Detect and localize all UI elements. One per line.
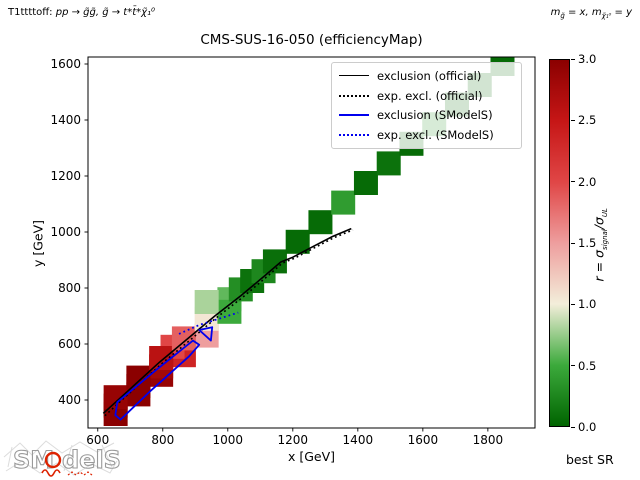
smodels-logo: SM delS	[3, 440, 120, 477]
exp-excl-smodels-line	[178, 311, 239, 335]
logo-text-sm: SM	[13, 446, 54, 474]
y-tick-label: 600	[58, 337, 81, 351]
x-tick-label: 1000	[213, 433, 244, 447]
y-tick-label: 1000	[50, 225, 81, 239]
colorbar-tick-label: 0.5	[578, 358, 597, 373]
legend-label: exclusion (official)	[377, 68, 482, 83]
best-sr-note: best SR	[566, 452, 614, 467]
legend-label: exclusion (SModelS)	[377, 108, 493, 123]
colorbar-tick-label: 1.5	[578, 236, 597, 250]
colorbar-tick-label: 3.0	[578, 52, 597, 66]
colorbar-tick	[571, 58, 575, 60]
x-tick-label: 1600	[408, 433, 439, 447]
exp-excl-official-line	[104, 229, 354, 417]
colorbar-tick	[571, 303, 575, 305]
plot-title: CMS-SUS-16-050 (efficiencyMap)	[200, 32, 423, 48]
exclusion-smodels-island-line	[198, 326, 214, 342]
y-tick-label: 400	[58, 393, 81, 407]
legend-entry-exp-excl-smodels: exp. excl. (SModelS)	[339, 128, 514, 142]
dotted-black-line-swatch	[339, 94, 369, 97]
solid-black-line-swatch	[339, 75, 369, 77]
colorbar-tick	[571, 365, 575, 367]
dotted-blue-line-swatch	[339, 134, 369, 137]
data-point	[376, 151, 401, 176]
y-tick-label: 1600	[50, 57, 81, 71]
colorbar-tick	[571, 181, 575, 183]
data-point	[353, 171, 378, 195]
x-tick-label: 600	[86, 433, 109, 447]
colorbar-tick	[571, 426, 575, 428]
legend-entry-exclusion-smodels: exclusion (SModelS)	[339, 108, 514, 122]
logo-text-dels: delS	[62, 446, 120, 474]
legend-label: exp. excl. (official)	[377, 88, 483, 103]
axes-frame	[87, 56, 536, 429]
data-point	[194, 290, 219, 314]
logo-gear-icon	[44, 451, 62, 469]
colorbar	[549, 59, 570, 427]
x-tick-label: 1800	[473, 433, 504, 447]
legend-entry-exclusion-official: exclusion (official)	[339, 69, 514, 83]
y-axis-label: y [GeV]	[30, 219, 46, 268]
colorbar-tick-label: 1.0	[578, 297, 597, 312]
x-tick-label: 1200	[278, 433, 309, 447]
solid-blue-line-swatch	[339, 114, 369, 117]
axes-note-sub2: χ̃₁⁰	[601, 12, 612, 20]
colorbar-tick	[571, 242, 575, 244]
logo-squiggle	[41, 469, 61, 477]
colorbar-tick	[571, 119, 575, 121]
axes-note-m1: m	[550, 7, 561, 18]
axes-note-end: = y	[611, 7, 632, 18]
model-process-label: T1ttttoff: pp → g̃g̃, g̃ → t*t̄*χ̃₁⁰	[8, 7, 155, 18]
x-tick-label: 800	[151, 433, 174, 447]
exclusion-smodels-line	[114, 339, 201, 421]
colorbar-tick-label: 2.0	[578, 174, 597, 189]
y-tick-label: 1200	[50, 169, 81, 183]
legend-entry-exp-excl-official: exp. excl. (official)	[339, 89, 514, 103]
axes-note-m2: m	[591, 7, 602, 18]
logo-underline	[67, 471, 93, 476]
colorbar-tick-label: 2.5	[578, 113, 597, 128]
x-axis-label: x [GeV]	[287, 449, 336, 464]
logo-scribbles	[3, 440, 118, 476]
data-point	[331, 190, 356, 215]
axes-note-mid: = x,	[564, 7, 592, 18]
exclusion-official-line	[102, 227, 352, 414]
legend-label: exp. excl. (SModelS)	[377, 128, 494, 143]
process-math: pp → g̃g̃, g̃ → t*t̄*χ̃₁⁰	[55, 7, 156, 18]
y-tick-label: 1400	[50, 113, 81, 127]
axes-definition-label: mg̃ = x, mχ̃₁⁰ = y	[551, 7, 632, 20]
colorbar-tick-label: 0.0	[578, 420, 597, 434]
y-tick-label: 800	[58, 281, 81, 295]
model-name: T1ttttoff:	[8, 7, 56, 18]
legend: exclusion (official) exp. excl. (officia…	[331, 62, 522, 149]
x-tick-label: 1400	[343, 433, 374, 447]
data-point	[308, 210, 333, 235]
axes-note-sub1: g̃	[560, 12, 565, 20]
